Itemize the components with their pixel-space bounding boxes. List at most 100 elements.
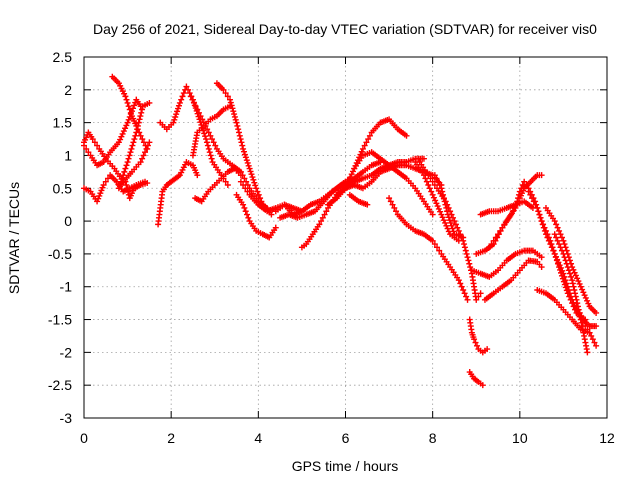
data-point bbox=[566, 270, 573, 277]
data-point bbox=[321, 211, 328, 218]
data-point bbox=[91, 139, 98, 146]
series-20 bbox=[346, 191, 371, 208]
data-point bbox=[393, 208, 400, 215]
data-point bbox=[247, 168, 254, 175]
data-point bbox=[134, 122, 141, 129]
data-point bbox=[575, 306, 582, 313]
data-point bbox=[440, 217, 447, 224]
data-point bbox=[187, 93, 194, 100]
data-point bbox=[560, 270, 567, 277]
data-point bbox=[120, 128, 127, 135]
x-tick-label: 4 bbox=[254, 430, 262, 446]
data-point bbox=[461, 241, 468, 248]
data-point bbox=[464, 254, 471, 261]
data-point bbox=[442, 219, 449, 226]
data-point bbox=[180, 90, 187, 97]
data-point bbox=[245, 162, 252, 169]
data-point bbox=[386, 195, 393, 202]
data-point bbox=[422, 175, 429, 182]
data-point bbox=[239, 172, 246, 179]
data-point bbox=[557, 244, 564, 251]
data-point bbox=[578, 313, 585, 320]
data-point bbox=[538, 172, 545, 179]
data-point bbox=[525, 188, 532, 195]
data-point bbox=[255, 191, 262, 198]
y-tick-label: -3 bbox=[60, 410, 73, 426]
data-point bbox=[130, 105, 137, 112]
data-point bbox=[133, 129, 140, 136]
series-11 bbox=[213, 80, 275, 218]
data-point bbox=[563, 260, 570, 267]
data-point bbox=[556, 227, 563, 234]
data-point bbox=[460, 234, 467, 241]
data-point bbox=[228, 102, 235, 109]
data-point bbox=[118, 133, 125, 140]
data-point bbox=[551, 250, 558, 257]
data-point bbox=[244, 211, 251, 218]
data-point bbox=[243, 178, 250, 185]
data-point bbox=[451, 218, 458, 225]
data-point bbox=[437, 208, 444, 215]
data-point bbox=[428, 188, 435, 195]
data-point bbox=[120, 172, 127, 179]
data-point bbox=[588, 332, 595, 339]
data-point bbox=[486, 244, 493, 251]
data-point bbox=[429, 211, 436, 218]
data-point bbox=[136, 116, 143, 123]
data-point bbox=[224, 181, 231, 188]
data-point bbox=[427, 175, 434, 182]
data-point bbox=[593, 342, 600, 349]
data-point bbox=[144, 145, 151, 152]
data-point bbox=[472, 339, 479, 346]
data-point bbox=[556, 241, 563, 248]
y-axis-label: SDTVAR / TECUs bbox=[6, 182, 22, 294]
data-point bbox=[132, 132, 139, 139]
data-point bbox=[199, 116, 206, 123]
data-point bbox=[142, 149, 149, 156]
data-point bbox=[530, 198, 537, 205]
data-point bbox=[122, 93, 129, 100]
data-point bbox=[205, 145, 212, 152]
data-point bbox=[464, 296, 471, 303]
data-point bbox=[566, 290, 573, 297]
data-point bbox=[142, 142, 149, 149]
data-point bbox=[227, 96, 234, 103]
data-point bbox=[488, 241, 495, 248]
data-point bbox=[574, 300, 581, 307]
data-point bbox=[204, 126, 211, 133]
data-point bbox=[429, 237, 436, 244]
data-point bbox=[253, 185, 260, 192]
data-point bbox=[575, 278, 582, 285]
data-point bbox=[527, 191, 534, 198]
data-point bbox=[439, 214, 446, 221]
data-point bbox=[189, 96, 196, 103]
data-point bbox=[431, 241, 438, 248]
data-point bbox=[471, 336, 478, 343]
data-point bbox=[268, 211, 275, 218]
series-8 bbox=[189, 103, 234, 159]
data-point bbox=[186, 90, 193, 97]
data-point bbox=[570, 283, 577, 290]
data-point bbox=[429, 178, 436, 185]
data-point bbox=[554, 256, 561, 263]
data-point bbox=[561, 273, 568, 280]
data-point bbox=[202, 122, 209, 129]
series-22 bbox=[386, 195, 471, 303]
data-point bbox=[554, 224, 561, 231]
series-30 bbox=[477, 198, 536, 218]
data-point bbox=[205, 129, 212, 136]
data-point bbox=[197, 113, 204, 120]
data-point bbox=[359, 145, 366, 152]
data-point bbox=[439, 188, 446, 195]
data-point bbox=[131, 102, 138, 109]
data-point bbox=[516, 188, 523, 195]
data-point bbox=[99, 184, 106, 191]
data-point bbox=[137, 113, 144, 120]
y-tick-label: 1 bbox=[64, 147, 72, 163]
data-point bbox=[532, 201, 539, 208]
data-point bbox=[241, 148, 248, 155]
data-point bbox=[466, 260, 473, 267]
data-point bbox=[122, 165, 129, 172]
data-point bbox=[208, 155, 215, 162]
data-point bbox=[119, 175, 126, 182]
